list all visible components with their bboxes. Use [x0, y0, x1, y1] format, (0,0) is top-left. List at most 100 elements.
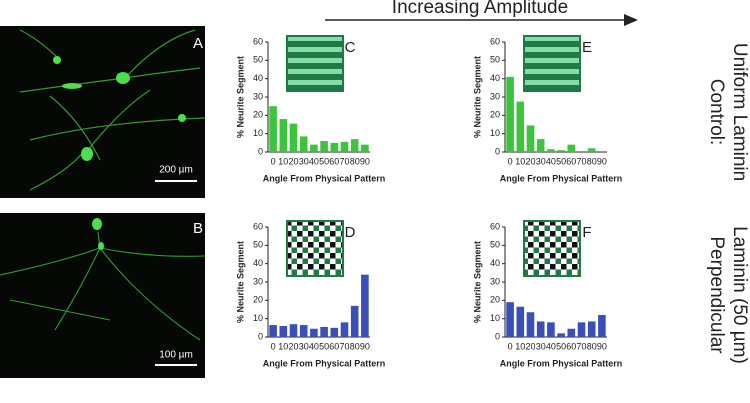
x-tick-label: 50	[319, 341, 329, 351]
x-axis-label: Angle From Physical Pattern	[263, 358, 386, 368]
x-tick-label: 80	[350, 156, 360, 166]
y-tick-label: 40	[490, 73, 500, 83]
x-tick-label: 40	[546, 341, 556, 351]
y-tick-label: 60	[253, 36, 263, 46]
micrograph-label: A	[193, 35, 203, 52]
y-tick-label: 60	[490, 36, 500, 46]
x-tick-label: 20	[288, 341, 298, 351]
bar	[567, 144, 576, 152]
bar	[536, 139, 545, 152]
micrograph-b	[0, 213, 206, 378]
y-tick-label: 0	[258, 146, 263, 156]
x-tick-label: 70	[339, 341, 349, 351]
y-tick-label: 0	[495, 146, 500, 156]
bar	[598, 315, 606, 337]
y-tick-label: 50	[253, 55, 263, 65]
x-tick-label: 30	[299, 341, 309, 351]
x-tick-label: 0	[271, 341, 276, 351]
x-tick-label: 90	[597, 156, 607, 166]
x-tick-label: 70	[576, 156, 586, 166]
y-tick-label: 20	[490, 110, 500, 120]
header: Increasing Amplitude	[392, 0, 568, 18]
bar	[289, 123, 298, 152]
y-tick-label: 10	[490, 128, 500, 138]
x-tick-label: 70	[576, 341, 586, 351]
bar	[516, 101, 525, 152]
x-tick-label: 10	[278, 341, 288, 351]
row-label: Perpendicular	[706, 236, 727, 354]
x-tick-label: 80	[587, 156, 597, 166]
x-tick-label: 0	[508, 341, 513, 351]
bar	[526, 312, 535, 337]
bar	[299, 136, 308, 152]
pattern-inset	[523, 35, 581, 92]
x-tick-label: 40	[309, 156, 319, 166]
y-tick-label: 20	[253, 295, 263, 305]
x-tick-label: 80	[350, 341, 360, 351]
row-label: Control:	[706, 79, 727, 146]
bar	[526, 125, 535, 152]
y-tick-label: 50	[490, 55, 500, 65]
x-axis-label: Angle From Physical Pattern	[263, 173, 386, 183]
y-tick-label: 0	[258, 331, 263, 341]
x-tick-label: 40	[309, 341, 319, 351]
panel-label: E	[582, 39, 592, 56]
x-tick-label: 50	[556, 341, 566, 351]
y-tick-label: 50	[490, 240, 500, 250]
x-tick-label: 50	[556, 156, 566, 166]
bar	[567, 328, 576, 337]
x-tick-label: 10	[515, 156, 525, 166]
bar	[547, 149, 555, 152]
bar	[330, 142, 339, 152]
bar	[340, 322, 349, 337]
x-tick-label: 0	[508, 156, 513, 166]
bar	[320, 326, 328, 337]
scale-bar-label: 100 µm	[159, 350, 193, 361]
bar	[269, 325, 277, 337]
x-tick-label: 20	[288, 156, 298, 166]
bar	[547, 322, 555, 337]
bar	[557, 333, 565, 337]
x-tick-label: 0	[271, 156, 276, 166]
bar	[577, 151, 586, 152]
x-tick-label: 60	[566, 156, 576, 166]
pattern-inset	[523, 220, 581, 277]
bar	[289, 324, 298, 337]
x-tick-label: 60	[329, 341, 339, 351]
bar	[279, 119, 288, 152]
x-tick-label: 30	[536, 341, 546, 351]
y-tick-label: 10	[490, 313, 500, 323]
x-tick-label: 20	[525, 156, 535, 166]
arrow-head	[624, 14, 638, 26]
x-tick-label: 90	[360, 341, 370, 351]
x-tick-label: 30	[536, 156, 546, 166]
y-tick-label: 60	[490, 221, 500, 231]
micrograph-a	[0, 26, 206, 198]
bar	[310, 144, 318, 152]
bar	[577, 322, 586, 337]
y-axis-label: % Neurite Segment	[472, 56, 482, 138]
x-tick-label: 90	[360, 156, 370, 166]
x-tick-label: 10	[515, 341, 525, 351]
bar	[320, 141, 328, 152]
bar	[516, 306, 525, 337]
y-tick-label: 30	[490, 91, 500, 101]
panel-label: F	[582, 224, 591, 241]
panel-label: C	[345, 39, 356, 56]
y-tick-label: 40	[253, 73, 263, 83]
y-tick-label: 20	[490, 295, 500, 305]
pattern-inset	[286, 220, 344, 277]
x-axis-label: Angle From Physical Pattern	[500, 358, 623, 368]
x-tick-label: 10	[278, 156, 288, 166]
bar	[330, 327, 339, 337]
x-tick-label: 30	[299, 156, 309, 166]
y-tick-label: 30	[253, 91, 263, 101]
y-tick-label: 20	[253, 110, 263, 120]
y-tick-label: 40	[490, 258, 500, 268]
row-label: Uniform Laminin	[729, 43, 750, 181]
x-tick-label: 70	[339, 156, 349, 166]
x-tick-label: 80	[587, 341, 597, 351]
bar	[361, 274, 369, 337]
x-tick-label: 60	[329, 156, 339, 166]
